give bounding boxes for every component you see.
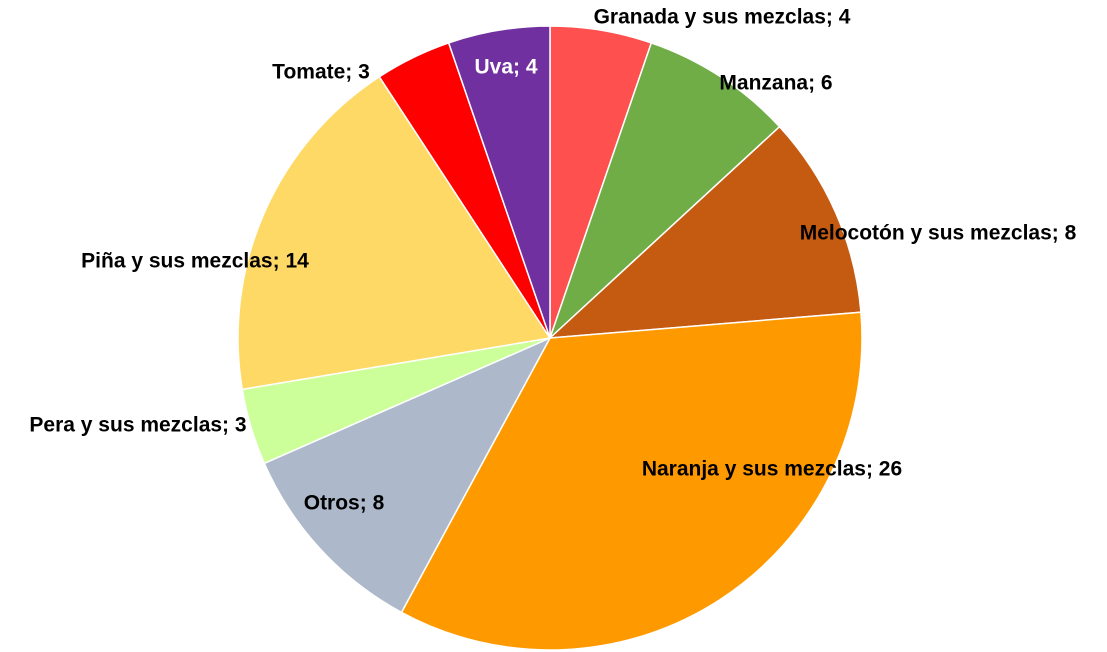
pie-slice xyxy=(447,25,551,339)
data-label: Piña y sus mezclas; 14 xyxy=(81,250,309,273)
data-label: Pera y sus mezclas; 3 xyxy=(29,414,246,437)
pie-slice xyxy=(237,75,552,391)
pie-slice xyxy=(547,125,862,339)
data-label: Manzana; 6 xyxy=(719,72,832,95)
data-label: Uva; 4 xyxy=(474,56,537,79)
data-label: Tomate; 3 xyxy=(272,61,370,84)
pie-slice xyxy=(263,336,552,614)
data-label: Melocotón y sus mezclas; 8 xyxy=(800,222,1077,245)
data-label: Otros; 8 xyxy=(304,492,385,515)
pie-slice xyxy=(549,41,781,339)
pie-slice xyxy=(400,311,863,651)
data-label: Naranja y sus mezclas; 26 xyxy=(642,458,902,481)
data-label: Granada y sus mezclas; 4 xyxy=(594,6,851,29)
